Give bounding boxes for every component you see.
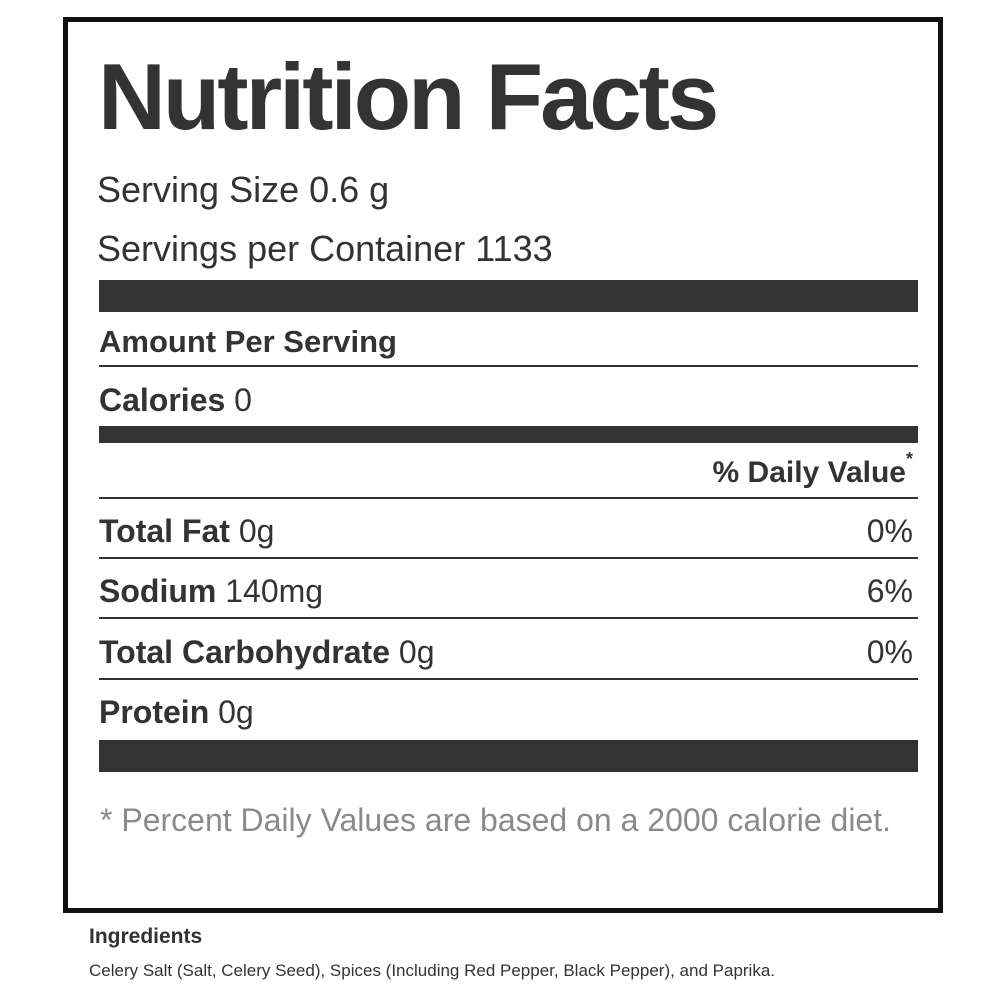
nutrient-name: Total Carbohydrate — [99, 634, 390, 670]
daily-value-asterisk: * — [905, 449, 913, 469]
nutrient-row-total-fat: Total Fat 0g — [99, 515, 274, 547]
daily-value-header: % Daily Value* — [712, 450, 913, 489]
nutrient-amount: 0g — [398, 634, 435, 670]
divider-amount — [99, 365, 918, 367]
nutrient-amount: 0g — [218, 694, 254, 730]
medium-divider — [99, 426, 918, 443]
nutrient-name: Sodium — [99, 573, 217, 609]
ingredients-text: Celery Salt (Salt, Celery Seed), Spices … — [89, 961, 776, 980]
divider-sodium — [99, 617, 918, 619]
nutrient-row-sodium: Sodium 140mg — [99, 575, 323, 607]
nutrient-amount: 140mg — [225, 573, 324, 609]
nutrient-dv-total-carbohydrate: 0% — [866, 634, 913, 670]
thick-divider-top — [99, 280, 918, 312]
nutrient-row-protein: Protein 0g — [99, 696, 254, 728]
ingredients-title: Ingredients — [89, 925, 203, 948]
calories-label: Calories — [99, 382, 226, 418]
thick-divider-bottom — [99, 740, 918, 772]
daily-value-header-text: % Daily Value — [712, 456, 906, 489]
divider-dv-header — [99, 497, 918, 499]
nutrient-row-total-carbohydrate: Total Carbohydrate 0g — [99, 636, 434, 668]
nutrient-name: Protein — [99, 694, 210, 730]
servings-per-container: Servings per Container 1133 — [97, 228, 553, 269]
calories-value: 0 — [234, 382, 252, 418]
footnote: * Percent Daily Values are based on a 20… — [100, 802, 891, 838]
nutrient-name: Total Fat — [99, 513, 230, 549]
divider-total-carbohydrate — [99, 678, 918, 680]
label-title: Nutrition Facts — [98, 44, 719, 149]
serving-size: Serving Size 0.6 g — [97, 169, 390, 210]
nutrient-dv-sodium: 6% — [866, 573, 913, 609]
calories-row: Calories 0 — [99, 384, 252, 416]
divider-total-fat — [99, 557, 918, 559]
amount-per-serving: Amount Per Serving — [99, 324, 397, 359]
nutrient-amount: 0g — [238, 513, 275, 549]
nutrition-facts-label: Nutrition Facts Serving Size 0.6 g Servi… — [63, 17, 943, 913]
nutrient-dv-total-fat: 0% — [866, 513, 913, 549]
